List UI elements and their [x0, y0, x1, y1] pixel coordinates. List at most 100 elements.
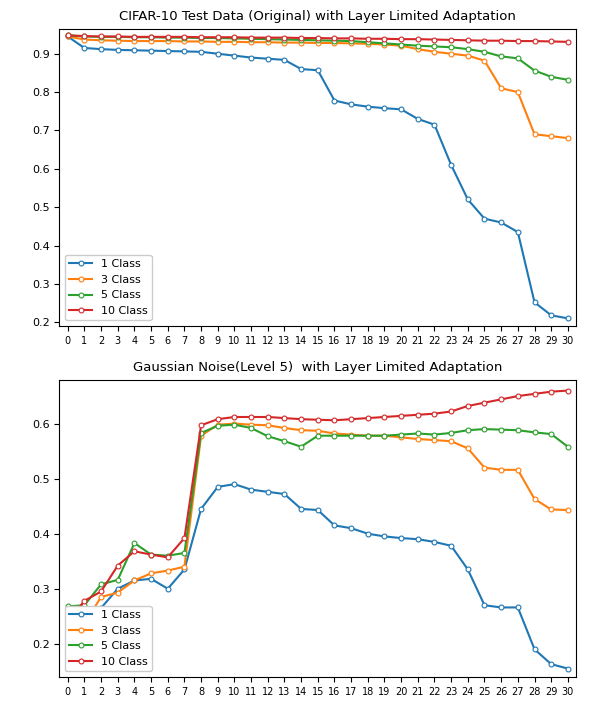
3 Class	[364, 40, 371, 48]
1 Class	[64, 618, 71, 626]
5 Class	[364, 431, 371, 440]
10 Class	[248, 33, 255, 42]
10 Class	[347, 415, 355, 423]
1 Class	[281, 55, 288, 64]
1 Class	[414, 114, 421, 123]
5 Class	[431, 431, 438, 439]
3 Class	[465, 51, 472, 60]
3 Class	[81, 35, 88, 44]
Line: 3 Class: 3 Class	[65, 421, 570, 644]
5 Class	[331, 37, 338, 45]
3 Class	[514, 88, 522, 96]
5 Class	[465, 45, 472, 53]
3 Class	[431, 48, 438, 56]
1 Class	[248, 53, 255, 62]
5 Class	[147, 550, 154, 559]
5 Class	[164, 552, 171, 560]
1 Class	[331, 521, 338, 530]
1 Class	[97, 45, 105, 53]
10 Class	[131, 547, 138, 556]
10 Class	[548, 37, 555, 46]
10 Class	[264, 33, 271, 42]
5 Class	[481, 48, 488, 56]
3 Class	[481, 463, 488, 472]
1 Class	[147, 575, 154, 583]
3 Class	[514, 466, 522, 474]
5 Class	[431, 42, 438, 51]
3 Class	[548, 505, 555, 514]
10 Class	[347, 34, 355, 42]
10 Class	[314, 415, 321, 424]
10 Class	[431, 410, 438, 418]
1 Class	[514, 228, 522, 236]
5 Class	[147, 33, 154, 42]
10 Class	[231, 413, 238, 421]
1 Class	[397, 105, 405, 114]
3 Class	[181, 37, 188, 46]
10 Class	[114, 32, 121, 41]
1 Class	[481, 215, 488, 223]
5 Class	[564, 76, 571, 84]
3 Class	[64, 32, 71, 41]
1 Class	[564, 314, 571, 323]
3 Class	[198, 37, 205, 46]
1 Class	[465, 565, 472, 574]
1 Class	[64, 32, 71, 41]
5 Class	[498, 426, 505, 434]
10 Class	[281, 33, 288, 42]
5 Class	[131, 33, 138, 42]
3 Class	[564, 505, 571, 514]
5 Class	[231, 420, 238, 429]
1 Class	[498, 218, 505, 227]
5 Class	[81, 32, 88, 41]
5 Class	[97, 32, 105, 41]
3 Class	[97, 593, 105, 601]
1 Class	[214, 50, 222, 58]
Title: Gaussian Noise(Level 5)  with Layer Limited Adaptation: Gaussian Noise(Level 5) with Layer Limit…	[133, 361, 503, 374]
1 Class	[298, 505, 305, 513]
3 Class	[298, 38, 305, 47]
3 Class	[564, 134, 571, 143]
5 Class	[214, 34, 222, 42]
1 Class	[298, 65, 305, 73]
5 Class	[198, 428, 205, 437]
10 Class	[481, 37, 488, 45]
1 Class	[364, 102, 371, 111]
3 Class	[214, 37, 222, 46]
5 Class	[181, 33, 188, 42]
1 Class	[481, 601, 488, 610]
3 Class	[164, 566, 171, 575]
5 Class	[81, 601, 88, 610]
1 Class	[314, 505, 321, 514]
1 Class	[531, 645, 538, 654]
3 Class	[414, 45, 421, 53]
5 Class	[331, 431, 338, 440]
10 Class	[448, 407, 455, 415]
10 Class	[331, 34, 338, 42]
10 Class	[531, 37, 538, 45]
5 Class	[264, 35, 271, 43]
5 Class	[214, 421, 222, 430]
3 Class	[281, 423, 288, 432]
10 Class	[164, 32, 171, 41]
10 Class	[214, 33, 222, 42]
3 Class	[448, 437, 455, 446]
1 Class	[131, 46, 138, 55]
10 Class	[381, 35, 388, 43]
10 Class	[548, 387, 555, 396]
3 Class	[131, 37, 138, 45]
5 Class	[548, 430, 555, 438]
10 Class	[198, 421, 205, 430]
1 Class	[514, 603, 522, 612]
5 Class	[198, 34, 205, 42]
Title: CIFAR-10 Test Data (Original) with Layer Limited Adaptation: CIFAR-10 Test Data (Original) with Layer…	[119, 11, 516, 24]
1 Class	[264, 487, 271, 496]
5 Class	[548, 73, 555, 81]
5 Class	[298, 35, 305, 44]
1 Class	[448, 541, 455, 550]
10 Class	[281, 414, 288, 423]
5 Class	[448, 43, 455, 52]
3 Class	[431, 436, 438, 444]
3 Class	[448, 50, 455, 58]
1 Class	[531, 298, 538, 307]
